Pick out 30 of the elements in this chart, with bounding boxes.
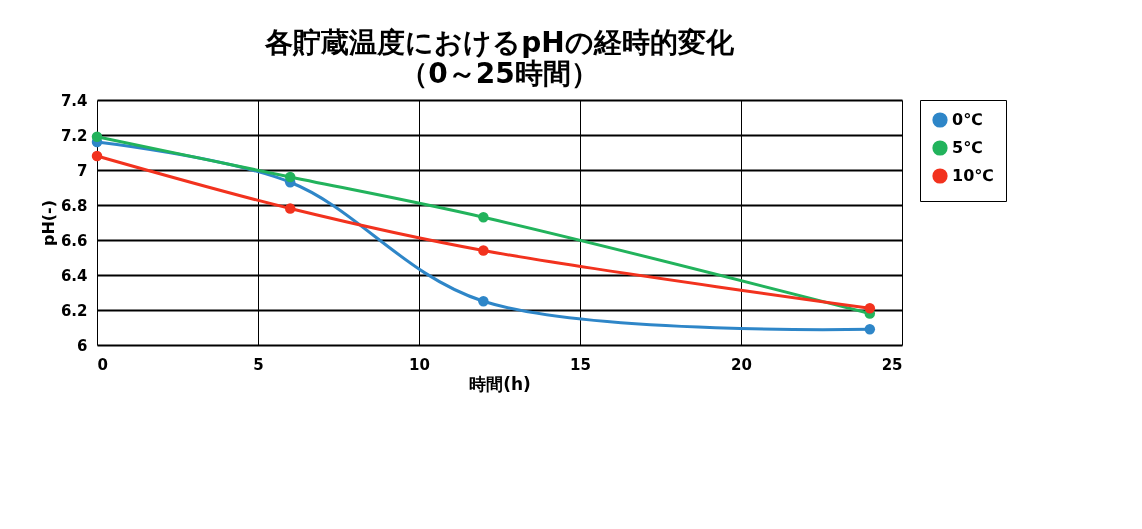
- x-tick-label: 20: [731, 355, 752, 374]
- x-tick-label: 10: [409, 355, 430, 374]
- point: [284, 203, 296, 214]
- legend-label: 10℃: [952, 166, 994, 185]
- x-tick-label: 5: [253, 355, 264, 374]
- x-tick-label: 15: [570, 355, 591, 374]
- y-axis-title: pH(-): [38, 199, 58, 247]
- legend-label: 5℃: [952, 138, 983, 157]
- y-tick-label: 6.4: [60, 266, 88, 285]
- y-tick-label: 6.8: [60, 196, 88, 215]
- chart-subtitle: （0～25時間）: [400, 57, 599, 90]
- y-tick-label: 6.2: [60, 301, 88, 320]
- chart-title: 各貯蔵温度におけるpHの経時的変化: [264, 26, 735, 59]
- y-tick-label: 6: [77, 336, 88, 355]
- y-tick-label: 6.6: [60, 231, 88, 250]
- point: [284, 171, 296, 183]
- y-tick-label: 7: [77, 161, 88, 180]
- y-tick-label: 7.2: [60, 126, 88, 145]
- legend-label: 0℃: [952, 110, 983, 129]
- point: [478, 296, 489, 307]
- y-tick-label: 7.4: [60, 91, 88, 110]
- x-tick-label: 0: [97, 355, 108, 374]
- point: [864, 303, 876, 314]
- x-tick-label: 25: [881, 355, 903, 374]
- x-axis-title: 時間(h): [469, 373, 531, 394]
- point: [478, 245, 489, 256]
- point: [478, 212, 489, 223]
- point: [864, 324, 876, 335]
- point: [91, 150, 103, 162]
- point: [91, 131, 103, 142]
